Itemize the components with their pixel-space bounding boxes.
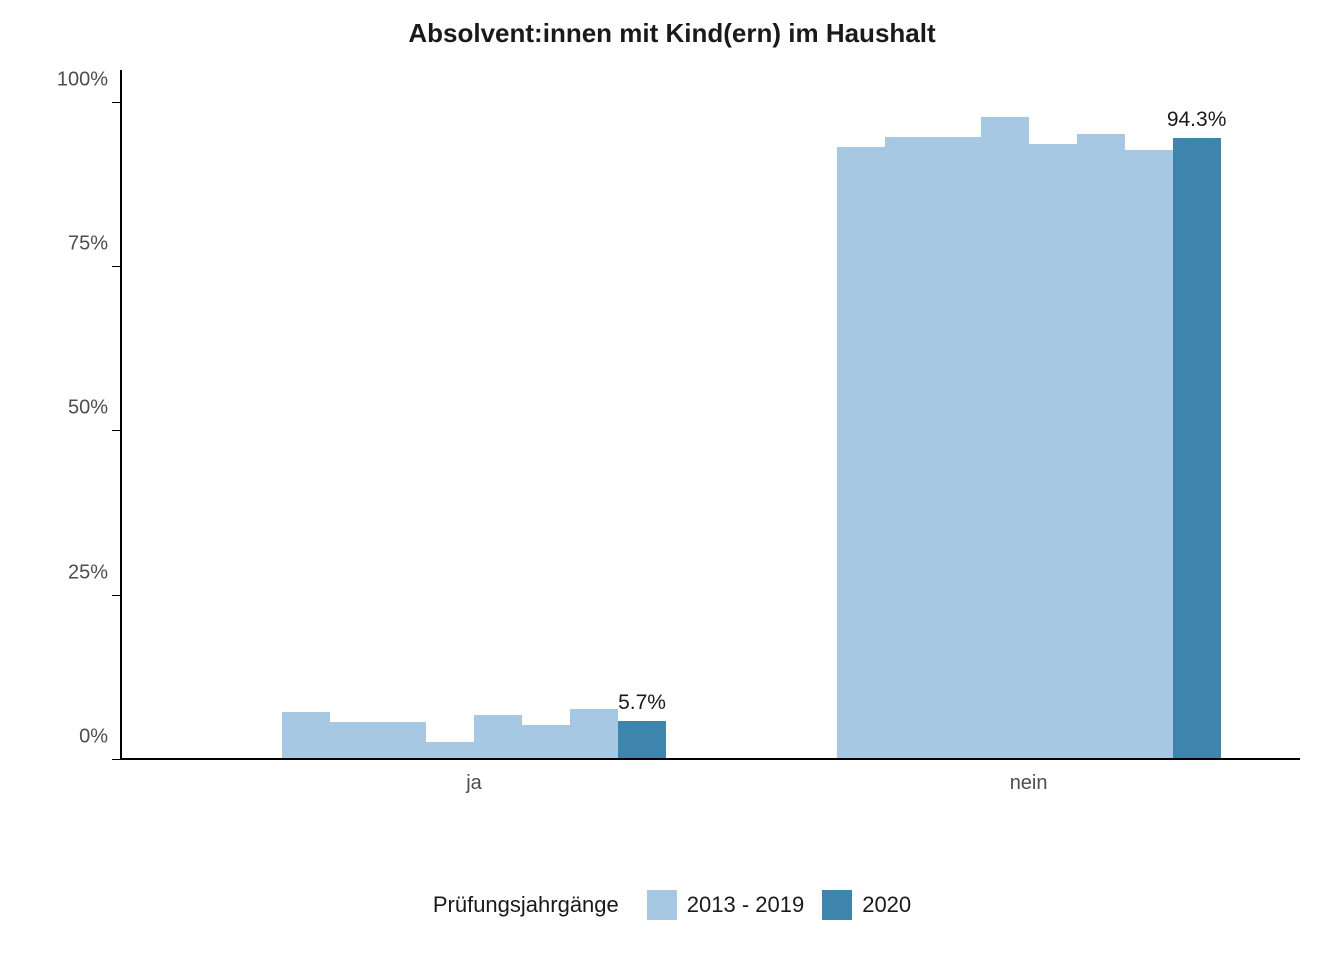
legend-title: Prüfungsjahrgänge [433,892,619,918]
y-tick [112,102,120,103]
plot-area: 0%25%50%75%100%5.7%ja94.3%nein [120,70,1300,760]
bar-group-nein: 94.3% [837,117,1221,758]
chart-container: Absolvent:innen mit Kind(ern) im Haushal… [0,0,1344,960]
bar-light [837,147,885,758]
x-axis-line [120,758,1300,760]
legend-swatch-dark [822,890,852,920]
y-tick-label: 0% [8,726,108,749]
legend-label-light: 2013 - 2019 [687,892,804,918]
bar-light [330,722,378,758]
bar-light [474,715,522,758]
y-tick-label: 75% [8,233,108,256]
bar-dark: 5.7% [618,721,666,758]
bar-light [282,712,330,758]
bar-light [933,137,981,758]
y-axis-line [120,70,122,760]
x-category-label: nein [1010,772,1048,795]
legend-swatch-light [647,890,677,920]
y-tick-label: 100% [8,68,108,91]
bar-light [522,725,570,758]
bar-value-label: 94.3% [1167,108,1227,132]
chart-title: Absolvent:innen mit Kind(ern) im Haushal… [0,18,1344,49]
bar-light [885,137,933,758]
bar-light [1029,144,1077,758]
legend-item-light: 2013 - 2019 [647,890,804,920]
y-tick [112,430,120,431]
bar-light [378,722,426,758]
bar-value-label: 5.7% [618,691,666,715]
y-tick-label: 25% [8,561,108,584]
bar-light [981,117,1029,758]
bar-light [1077,134,1125,758]
bar-group-ja: 5.7% [282,709,666,758]
legend: Prüfungsjahrgänge 2013 - 2019 2020 [0,890,1344,920]
y-tick [112,759,120,760]
bar-light [1125,150,1173,758]
bar-dark: 94.3% [1173,138,1221,758]
legend-item-dark: 2020 [822,890,911,920]
y-tick [112,266,120,267]
legend-label-dark: 2020 [862,892,911,918]
bar-light [570,709,618,758]
y-tick [112,595,120,596]
x-category-label: ja [466,772,482,795]
bar-light [426,742,474,758]
y-tick-label: 50% [8,397,108,420]
